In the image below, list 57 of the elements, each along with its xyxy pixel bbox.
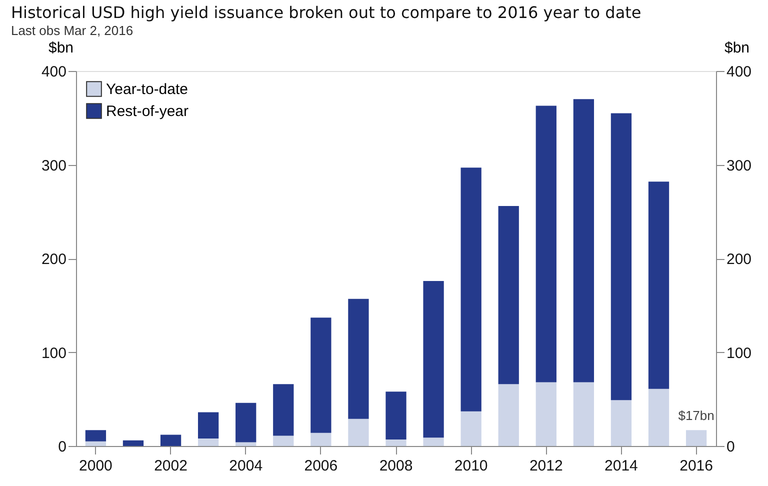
- bar: [536, 382, 556, 446]
- chart-title: Historical USD high yield issuance broken out to compare to 2016 year to date: [10, 3, 642, 22]
- x-tick-label: 2000: [79, 458, 112, 474]
- y-tick-label: 400: [41, 64, 66, 80]
- bar: [386, 392, 406, 440]
- y-tick-label: 300: [41, 157, 66, 174]
- y2-tick-label: 400: [726, 64, 752, 80]
- y-axis-title: $bn: [48, 40, 74, 56]
- y2-axis-title: $bn: [724, 40, 750, 56]
- y-tick-label: 100: [41, 344, 66, 362]
- bar: [536, 106, 556, 382]
- x-tick-label: 2010: [454, 458, 488, 474]
- y2-tick-label: 300: [726, 157, 752, 174]
- y2-tick-label: 0: [726, 438, 735, 456]
- bar: [498, 384, 519, 446]
- bar: [686, 430, 707, 446]
- bar: [573, 382, 594, 446]
- x-tick-label: 2014: [604, 458, 638, 474]
- bar: [310, 318, 332, 433]
- bar: [386, 439, 406, 446]
- y-tick-label: 0: [58, 438, 66, 456]
- bar: [160, 434, 182, 446]
- x-tick-label: 2004: [229, 458, 263, 474]
- x-tick-label: 2016: [680, 458, 713, 474]
- bar: [348, 418, 369, 446]
- bar: [198, 438, 219, 446]
- bar: [273, 384, 294, 436]
- bar: [236, 402, 256, 442]
- bar: [236, 442, 256, 446]
- legend-label: Year-to-date: [106, 81, 188, 98]
- bar: [310, 432, 332, 446]
- x-tick-label: 2002: [154, 458, 188, 474]
- y2-tick-label: 200: [726, 251, 752, 268]
- bar: [460, 411, 482, 446]
- bar: [648, 388, 670, 446]
- x-tick-label: 2006: [304, 458, 338, 474]
- bar: [610, 113, 632, 400]
- y-tick-label: 200: [41, 251, 66, 268]
- bar: [648, 182, 670, 389]
- bar: [85, 441, 106, 446]
- bar: [573, 99, 594, 382]
- y2-tick-label: 100: [726, 344, 752, 362]
- bar: [610, 400, 632, 446]
- bar: [460, 168, 482, 412]
- bar: [423, 438, 444, 446]
- legend-label: Rest-of-year: [106, 103, 189, 120]
- bar: [498, 206, 519, 384]
- bar: [348, 298, 369, 419]
- bar: [423, 281, 444, 438]
- annotation: $17bn: [678, 408, 714, 424]
- chart-subtitle: Last obs Mar 2, 2016: [10, 23, 134, 38]
- bar: [198, 412, 219, 438]
- x-tick-label: 2008: [379, 458, 413, 474]
- bar: [122, 440, 144, 446]
- bar: [85, 430, 106, 442]
- x-tick-label: 2012: [529, 458, 563, 474]
- bar: [273, 436, 294, 446]
